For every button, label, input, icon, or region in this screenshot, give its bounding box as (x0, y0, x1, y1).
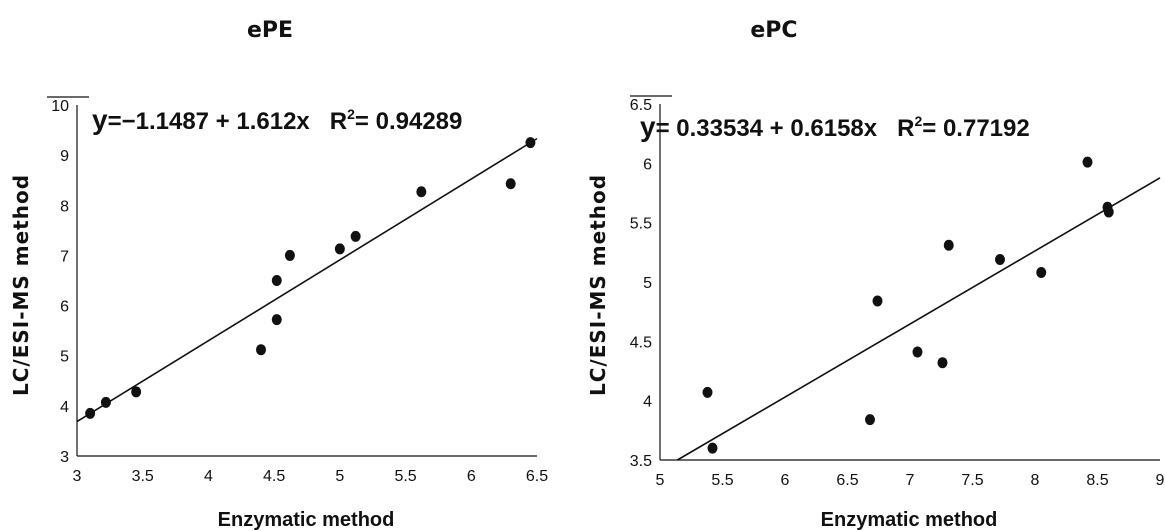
epc-eq-rest: = 0.33534 + 0.6158x (656, 115, 878, 142)
epc-eq-r-label: R (897, 115, 914, 142)
epc-x-tick-label: 5.5 (711, 472, 733, 489)
epc-y-tick-label: 5 (643, 275, 652, 292)
epc-data-point (937, 357, 948, 369)
epc-regression-equation: y= 0.33534 + 0.6158x R2= 0.77192 (640, 111, 1030, 142)
epe-regression-line (76, 137, 538, 423)
epe-y-tick-label: 8 (60, 198, 69, 215)
epc-y-axis-label: LC/ESI-MS method (586, 174, 610, 396)
epc-x-tick-label: 8.5 (1086, 472, 1108, 489)
epe-data-point (505, 178, 516, 190)
epe-panel: ePE Enzymatic method LC/ESI-MS method y=… (9, 18, 548, 531)
epc-data-point (995, 253, 1005, 265)
epe-x-tick-label: 4 (204, 468, 213, 485)
epc-data-point (912, 346, 923, 358)
epe-y-tick-label: 6 (60, 299, 69, 316)
epc-eq-r-value: = 0.77192 (922, 115, 1029, 142)
epc-data-point (702, 386, 713, 398)
epc-x-tick-label: 7.5 (961, 472, 983, 489)
epe-title: ePE (247, 18, 293, 43)
epe-eq-r-sup: 2 (347, 106, 355, 122)
epe-data-point (271, 275, 282, 286)
epc-y-tick-label: 4.5 (630, 334, 652, 351)
epc-y-tick-label: 6 (643, 156, 652, 173)
epc-x-tick-label: 9 (1156, 472, 1165, 489)
epe-data-point (256, 344, 266, 356)
epe-data-point (131, 386, 142, 398)
epe-x-axis-label: Enzymatic method (218, 509, 395, 531)
epe-data-point (284, 249, 295, 261)
epc-data-point (943, 239, 954, 251)
epe-x-tick-label: 5.5 (394, 468, 416, 485)
epc-y-tick-label: 3.5 (630, 453, 652, 470)
epc-panel: ePC Enzymatic method LC/ESI-MS method y=… (586, 18, 1165, 531)
epe-y-tick-label: 7 (60, 248, 69, 265)
epe-data-point (85, 407, 96, 419)
epc-x-tick-label: 6 (781, 472, 790, 489)
epe-y-tick-label: 4 (60, 399, 69, 416)
epe-x-tick-label: 4.5 (263, 468, 285, 485)
epc-x-tick-label: 5 (656, 472, 665, 489)
epe-data-point (416, 186, 427, 198)
epe-data-point (100, 396, 111, 408)
epe-y-tick-label: 9 (60, 148, 69, 165)
epe-data-point (271, 314, 282, 326)
epe-data-point (525, 137, 536, 149)
epe-x-tick-label: 5 (335, 468, 344, 485)
epc-x-tick-label: 7 (906, 472, 915, 489)
epe-eq-rest: =−1.1487 + 1.612x (108, 108, 311, 135)
epe-data-point (334, 243, 345, 255)
epc-data-point (707, 442, 718, 454)
epe-eq-y: y (92, 104, 108, 135)
epe-x-tick-label: 6 (467, 468, 476, 485)
epe-y-tick-label: 3 (60, 449, 69, 466)
epc-y-tick-label: 4 (643, 394, 652, 411)
epe-eq-r-label: R (330, 108, 347, 135)
epe-data-point (350, 230, 361, 242)
epc-regression-line (676, 177, 1161, 461)
epc-x-tick-label: 6.5 (836, 472, 858, 489)
epc-data-point (1082, 156, 1093, 168)
epe-x-tick-label: 3 (73, 468, 82, 485)
epe-y-tick-label: 5 (60, 349, 69, 366)
epe-y-tick-label: 10 (51, 98, 69, 115)
epc-x-tick-label: 8 (1031, 472, 1040, 489)
epe-eq-r-value: = 0.94289 (355, 108, 462, 135)
epe-x-tick-label: 3.5 (132, 468, 154, 485)
epe-x-tick-label: 6.5 (526, 468, 548, 485)
epc-x-axis-label: Enzymatic method (821, 509, 998, 531)
epc-title: ePC (750, 18, 797, 43)
epc-y-tick-label: 5.5 (630, 216, 652, 233)
epc-y-tick-label: 6.5 (630, 97, 652, 114)
epe-regression-equation: y=−1.1487 + 1.612x R2= 0.94289 (92, 104, 462, 135)
epe-y-axis-label: LC/ESI-MS method (9, 174, 33, 396)
epc-eq-r-sup: 2 (914, 113, 922, 129)
epc-data-point (865, 414, 875, 426)
epc-data-point (1036, 267, 1047, 279)
epc-data-point (872, 295, 883, 307)
epc-eq-y: y (640, 111, 656, 142)
epc-data-point (1103, 206, 1114, 218)
